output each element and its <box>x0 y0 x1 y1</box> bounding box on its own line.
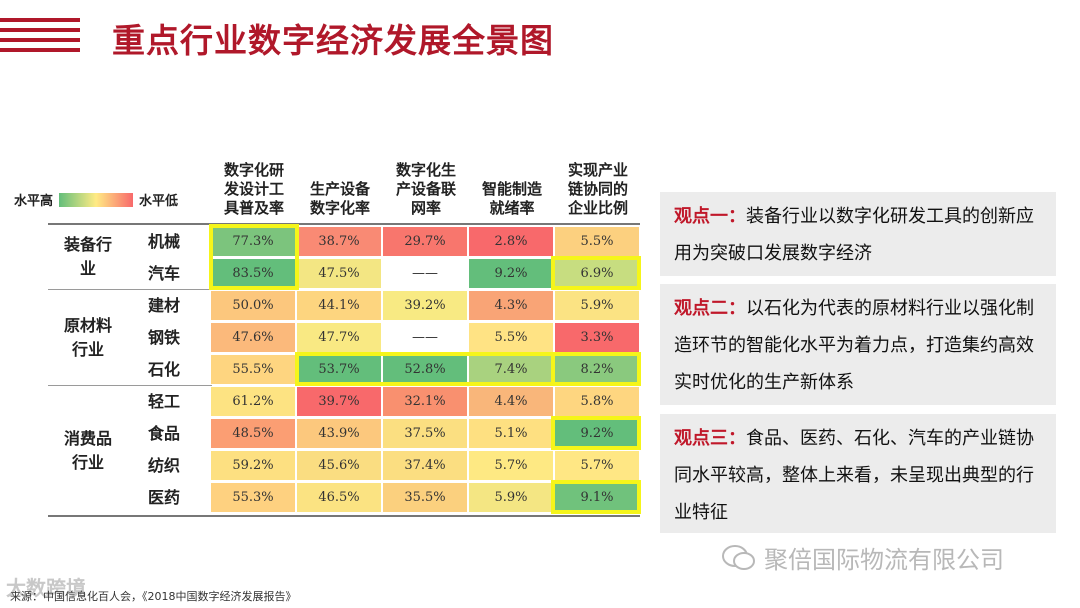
heatmap-cell: 8.2% <box>555 355 639 384</box>
row-label: 汽车 <box>147 264 180 283</box>
heatmap-cell: 47.7% <box>297 323 381 352</box>
heatmap-cell: 77.3% <box>211 227 295 256</box>
heatmap-cell: 3.3% <box>555 323 639 352</box>
table-top-rule <box>48 223 640 225</box>
heatmap-cell: 47.6% <box>211 323 295 352</box>
heatmap-cell: 39.7% <box>297 387 381 416</box>
heatmap-cell: 7.4% <box>469 355 553 384</box>
heatmap-cell: 52.8% <box>383 355 467 384</box>
heatmap-cell: 5.5% <box>469 323 553 352</box>
group-equipment: 装备行 业 <box>52 226 124 288</box>
account-watermark: 大数跨境 <box>6 576 86 600</box>
group-consumer-goods: 消费品 行业 <box>52 387 124 514</box>
heatmap-cell: 32.1% <box>383 387 467 416</box>
heatmap-cell: 37.5% <box>383 419 467 448</box>
group-label: 消费品 行业 <box>63 428 112 472</box>
viewpoint-text: 以石化为代表的原材料行业以强化制造环节的智能化水平为着力点，打造集约高效实时优化… <box>674 298 1034 393</box>
color-legend: 水平高 水平低 <box>14 190 178 209</box>
column-header-label: 数字化研 发设计工 具普及率 <box>223 161 284 217</box>
row-label: 轻工 <box>147 392 180 411</box>
row-label: 纺织 <box>147 456 180 475</box>
heatmap-cell: 5.9% <box>469 483 553 512</box>
viewpoint-three: 观点三：食品、医药、石化、汽车的产业链协同水平较高，整体上来看，未呈现出典型的行… <box>660 414 1056 533</box>
heatmap-cell: 39.2% <box>383 291 467 320</box>
heatmap-cell: 35.5% <box>383 483 467 512</box>
heatmap-cell: 59.2% <box>211 451 295 480</box>
viewpoint-text: 食品、医药、石化、汽车的产业链协同水平较高，整体上来看，未呈现出典型的行业特征 <box>674 428 1034 523</box>
heatmap-cell: 9.2% <box>469 259 553 288</box>
row-label: 医药 <box>147 488 180 507</box>
source-note: 来源：中国信息化百人会，《2018中国数字经济发展报告》 <box>10 590 297 603</box>
heatmap-cell: 6.9% <box>555 259 639 288</box>
column-header-smart-manufacturing: 智能制造 就绪率 <box>469 158 555 218</box>
viewpoint-tag: 观点二： <box>674 298 746 319</box>
heatmap-cell: 37.4% <box>383 451 467 480</box>
heatmap-cell: 38.7% <box>297 227 381 256</box>
heatmap-cell: —— <box>383 323 467 352</box>
row-label: 石化 <box>147 360 180 379</box>
column-header-equipment-digital: 生产设备 数字化率 <box>297 158 383 218</box>
heatmap-cell: 48.5% <box>211 419 295 448</box>
heatmap-cell: 53.7% <box>297 355 381 384</box>
heatmap-cell: 61.2% <box>211 387 295 416</box>
heatmap-cell: 5.8% <box>555 387 639 416</box>
table-bottom-rule <box>48 515 640 517</box>
heatmap-cell: 5.9% <box>555 291 639 320</box>
logo-stripes <box>0 18 80 58</box>
heatmap-cell: 50.0% <box>211 291 295 320</box>
heatmap-cell: 5.7% <box>555 451 639 480</box>
heatmap-cell: 45.6% <box>297 451 381 480</box>
row-label: 机械 <box>147 232 180 251</box>
group-raw-materials: 原材料 行业 <box>52 291 124 384</box>
group-divider <box>48 385 212 386</box>
company-name: 聚倍国际物流有限公司 <box>764 546 1004 574</box>
heatmap-cell: 5.7% <box>469 451 553 480</box>
column-header-chain-collaboration: 实现产业 链协同的 企业比例 <box>555 158 641 218</box>
column-header-label: 智能制造 就绪率 <box>481 180 542 217</box>
column-header-equipment-network: 数字化生 产设备联 网率 <box>383 158 469 218</box>
heatmap-cell: 5.1% <box>469 419 553 448</box>
row-label: 食品 <box>147 424 180 443</box>
viewpoint-one: 观点一：装备行业以数字化研发工具的创新应用为突破口发展数字经济 <box>660 192 1056 276</box>
column-header-label: 实现产业 链协同的 企业比例 <box>567 161 628 217</box>
heatmap-cell: 29.7% <box>383 227 467 256</box>
column-header-rd-tools: 数字化研 发设计工 具普及率 <box>211 158 297 218</box>
viewpoint-tag: 观点一： <box>674 206 746 227</box>
group-label: 原材料 行业 <box>63 315 112 359</box>
group-divider <box>48 289 212 290</box>
heatmap-cell: —— <box>383 259 467 288</box>
heatmap-cell: 4.3% <box>469 291 553 320</box>
heatmap-cell: 46.5% <box>297 483 381 512</box>
row-label: 钢铁 <box>147 328 180 347</box>
viewpoint-two: 观点二：以石化为代表的原材料行业以强化制造环节的智能化水平为着力点，打造集约高效… <box>660 284 1056 405</box>
heatmap-cell: 5.5% <box>555 227 639 256</box>
heatmap-cell: 44.1% <box>297 291 381 320</box>
heatmap-cell: 4.4% <box>469 387 553 416</box>
viewpoint-text: 装备行业以数字化研发工具的创新应用为突破口发展数字经济 <box>674 206 1034 264</box>
heatmap-cell: 83.5% <box>211 259 295 288</box>
legend-gradient <box>59 192 134 207</box>
legend-high-label: 水平高 <box>14 194 54 209</box>
heatmap-cell: 2.8% <box>469 227 553 256</box>
heatmap-cell: 43.9% <box>297 419 381 448</box>
heatmap-cell: 47.5% <box>297 259 381 288</box>
group-label: 装备行 业 <box>63 235 112 278</box>
legend-low-label: 水平低 <box>139 194 179 209</box>
wechat-icon <box>722 544 755 570</box>
column-header-label: 生产设备 数字化率 <box>309 180 370 217</box>
column-header-label: 数字化生 产设备联 网率 <box>395 161 456 217</box>
heatmap-cell: 9.2% <box>555 419 639 448</box>
heatmap-cell: 9.1% <box>555 483 639 512</box>
heatmap-cell: 55.3% <box>211 483 295 512</box>
heatmap-cell: 55.5% <box>211 355 295 384</box>
viewpoint-tag: 观点三： <box>674 428 746 449</box>
company-watermark: 聚倍国际物流有限公司 <box>722 540 1004 575</box>
row-label: 建材 <box>147 296 180 315</box>
page-title: 重点行业数字经济发展全景图 <box>112 21 554 60</box>
